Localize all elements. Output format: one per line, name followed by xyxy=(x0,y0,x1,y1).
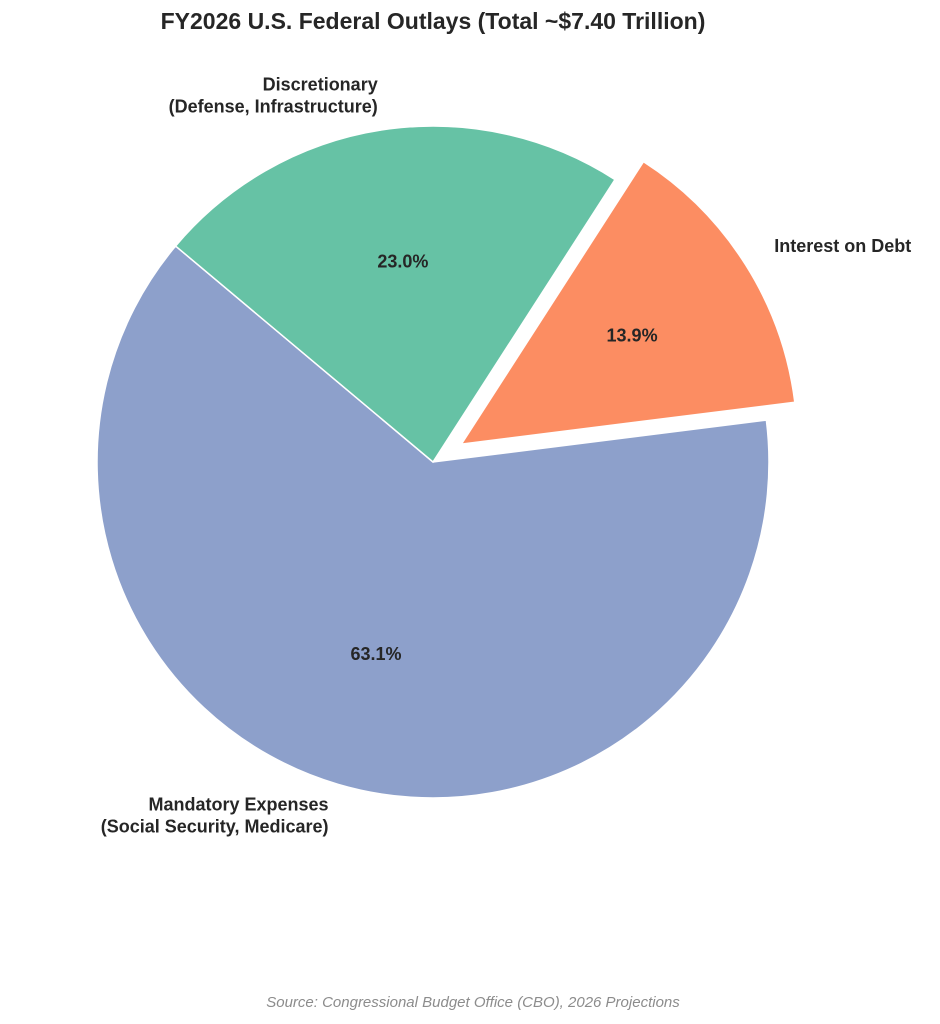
chart-title: FY2026 U.S. Federal Outlays (Total ~$7.4… xyxy=(161,8,706,34)
pie-slice xyxy=(174,125,617,464)
category-label: Interest on Debt xyxy=(774,236,911,256)
category-label: (Defense, Infrastructure) xyxy=(169,96,378,116)
value-label: 13.9% xyxy=(607,325,658,345)
value-label: 23.0% xyxy=(377,251,428,271)
category-label: Discretionary xyxy=(263,74,378,94)
pie-slice xyxy=(459,160,796,446)
pie-slice xyxy=(96,244,770,799)
source-note: Source: Congressional Budget Office (CBO… xyxy=(266,994,680,1011)
value-label: 63.1% xyxy=(350,644,401,664)
category-label: (Social Security, Medicare) xyxy=(101,816,329,836)
category-label: Mandatory Expenses xyxy=(148,794,328,814)
